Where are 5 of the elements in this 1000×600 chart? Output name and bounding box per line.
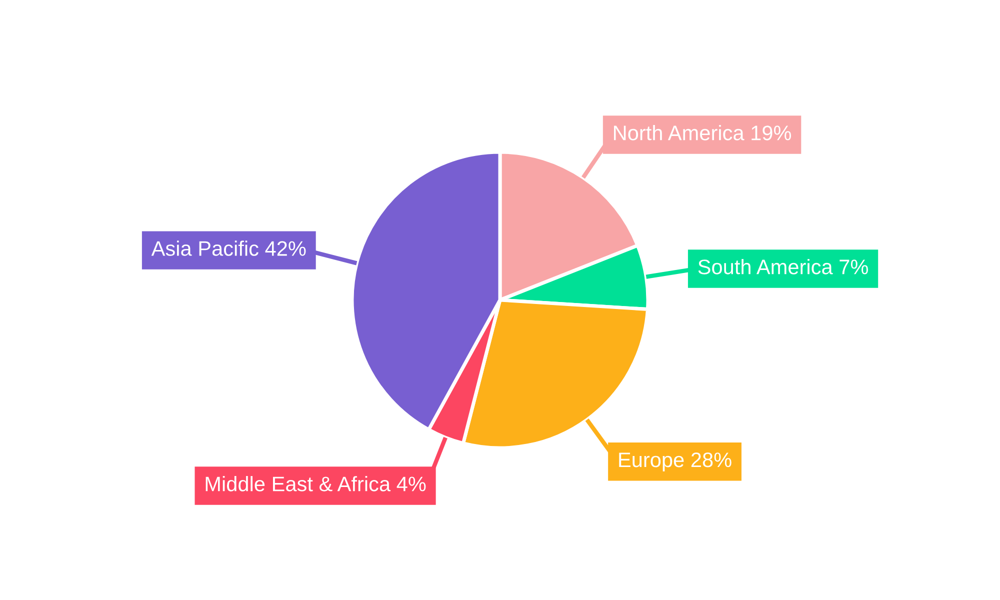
slice-label: Middle East & Africa 4% — [206, 476, 426, 492]
slice-label: Asia Pacific 42% — [151, 240, 306, 256]
slice-label: Europe 28% — [619, 452, 732, 472]
slice-label: North America 19% — [614, 125, 792, 140]
slice-label: South America 7% — [698, 259, 868, 274]
